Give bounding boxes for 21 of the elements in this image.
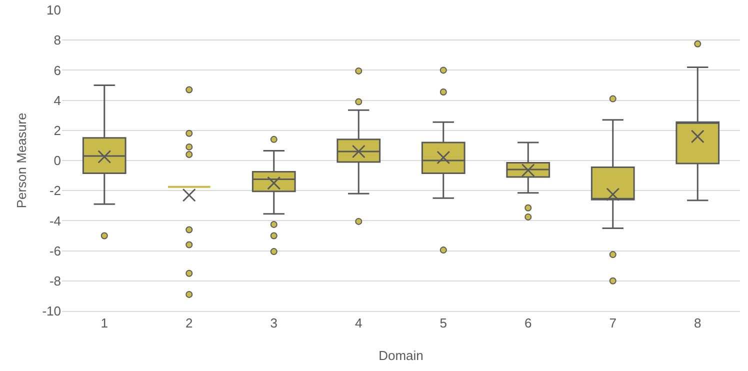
x-tick-label: 6 — [524, 316, 532, 331]
y-tick-label: 4 — [54, 92, 61, 108]
y-tick-label: 6 — [54, 62, 61, 78]
y-tick-label: 8 — [54, 32, 61, 48]
x-tick-label: 1 — [100, 316, 108, 331]
y-tick-label: -8 — [49, 273, 61, 288]
x-tick-label: 5 — [440, 316, 447, 331]
y-tick-label: 10 — [46, 2, 61, 18]
x-tick-label: 2 — [186, 316, 193, 331]
x-axis-title: Domain — [378, 348, 424, 363]
x-tick-label: 3 — [270, 316, 278, 331]
y-tick-label: 2 — [54, 122, 61, 138]
y-axis-title: Person Measure — [14, 112, 29, 208]
x-tick-label: 7 — [609, 316, 616, 331]
y-tick-label: -4 — [49, 213, 61, 228]
y-tick-label: 0 — [54, 153, 61, 168]
x-tick-label: 8 — [694, 316, 702, 331]
x-tick-label: 4 — [355, 316, 362, 331]
y-tick-label: -2 — [49, 183, 61, 198]
y-tick-label: -10 — [42, 304, 61, 319]
y-tick-label: -6 — [49, 243, 61, 258]
